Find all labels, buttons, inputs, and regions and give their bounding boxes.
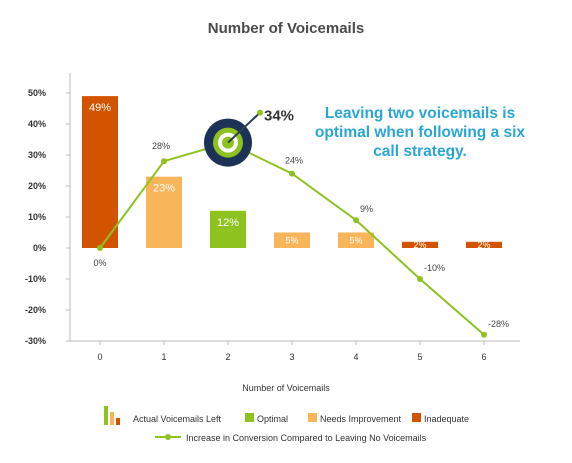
line-point-0 <box>97 245 103 251</box>
line-label-0: 0% <box>93 258 106 268</box>
line-label-4: 9% <box>360 204 373 214</box>
y-tick-label: 0% <box>33 243 46 253</box>
bar-6 <box>466 241 502 248</box>
bar-label-0: 49% <box>89 102 111 114</box>
bar-label-2: 12% <box>217 217 239 229</box>
y-tick-label: 50% <box>28 88 46 98</box>
legend-bar-group-swatch <box>104 406 120 425</box>
x-axis-label: Number of Voicemails <box>242 383 330 393</box>
x-tick-label: 0 <box>97 352 102 362</box>
bar-1 <box>146 176 182 248</box>
y-tick-label: -10% <box>25 274 46 284</box>
y-tick-label: 40% <box>28 119 46 129</box>
line-point-2 <box>257 109 263 116</box>
legend-swatch-inadequate <box>412 413 421 422</box>
legend-line-swatch <box>155 434 181 440</box>
y-tick-label: -30% <box>25 336 46 346</box>
bar-label-1: 23% <box>153 183 175 195</box>
x-tick-label: 3 <box>289 352 294 362</box>
y-tick-label: 30% <box>28 150 46 160</box>
legend-swatch-needs-improvement <box>308 413 317 422</box>
y-tick-label: 20% <box>28 181 46 191</box>
legend-label-actual-voicemails: Actual Voicemails Left <box>133 414 222 424</box>
bar-3 <box>274 232 310 248</box>
line-label-1: 28% <box>152 141 170 151</box>
bar-4 <box>338 232 374 248</box>
legend-label-needs-improvement: Needs Improvement <box>320 414 402 424</box>
line-label-2: 34% <box>264 108 294 125</box>
legend-swatch-optimal <box>245 413 254 422</box>
bar-2 <box>210 210 246 248</box>
bar-0 <box>82 96 118 248</box>
bar-label-4: 5% <box>349 235 362 245</box>
target-arrow <box>227 111 261 144</box>
bar-label-5: 2% <box>413 240 426 250</box>
x-tick-label: 6 <box>481 352 486 362</box>
line-point-1 <box>161 158 167 165</box>
y-tick-label: -20% <box>25 305 46 315</box>
line-point-3 <box>289 170 295 177</box>
bar-label-6: 2% <box>477 240 490 250</box>
line-label-3: 24% <box>285 156 303 166</box>
y-tick-label: 10% <box>28 212 46 222</box>
line-label-6: -28% <box>488 319 509 329</box>
x-tick-label: 5 <box>417 352 422 362</box>
bar-5 <box>402 241 438 248</box>
chart-title: Number of Voicemails <box>207 20 365 37</box>
bar-label-3: 5% <box>285 235 298 245</box>
legend-label-inadequate: Inadequate <box>424 414 470 424</box>
legend-label-optimal: Optimal <box>257 414 289 424</box>
x-tick-label: 1 <box>161 352 166 362</box>
x-tick-label: 2 <box>225 352 230 362</box>
line-point-5 <box>417 276 423 282</box>
legend-label-line: Increase in Conversion Compared to Leavi… <box>186 433 427 443</box>
chart-annotation: Leaving two voicemails is optimal when f… <box>314 105 526 160</box>
x-tick-label: 4 <box>353 352 358 362</box>
line-label-5: -10% <box>424 263 445 273</box>
line-point-4 <box>353 217 359 224</box>
line-point-6 <box>481 331 487 338</box>
